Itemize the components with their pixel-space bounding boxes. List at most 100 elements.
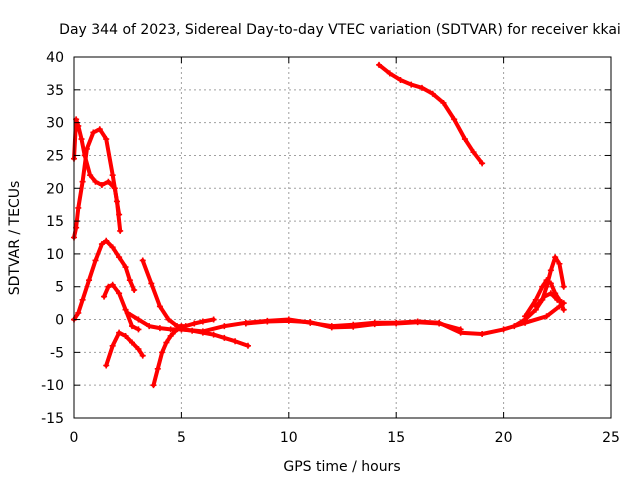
data-point	[167, 326, 174, 333]
data-point	[126, 277, 133, 284]
x-tick-label: 20	[495, 430, 513, 446]
data-point	[307, 319, 314, 326]
series-sat-i	[178, 303, 563, 337]
data-point	[397, 76, 404, 83]
y-tick-label: 20	[46, 181, 64, 197]
x-axis-label: GPS time / hours	[283, 459, 400, 475]
series-line	[151, 324, 184, 388]
data-point	[163, 339, 170, 346]
data-point	[111, 185, 118, 192]
y-tick-label: 25	[46, 148, 64, 164]
x-tick-label: 10	[280, 430, 298, 446]
data-point	[109, 172, 116, 179]
data-point	[139, 352, 146, 359]
data-point	[371, 321, 378, 328]
data-point	[109, 342, 116, 349]
data-point	[116, 211, 123, 218]
data-point	[532, 303, 539, 310]
data-point	[103, 237, 110, 244]
grid	[74, 57, 611, 418]
data-point	[135, 346, 142, 353]
data-point	[244, 342, 251, 349]
data-point	[552, 254, 559, 261]
data-point	[148, 280, 155, 287]
chart-title: Day 344 of 2023, Sidereal Day-to-day VTE…	[59, 22, 621, 38]
data-point	[457, 326, 464, 333]
data-point	[131, 287, 138, 294]
data-point	[156, 325, 163, 332]
data-point	[393, 320, 400, 327]
data-point	[451, 116, 458, 123]
data-series	[71, 61, 567, 389]
data-point	[522, 313, 529, 320]
data-point	[221, 334, 228, 341]
data-point	[191, 320, 198, 327]
data-point	[328, 324, 335, 331]
data-point	[547, 280, 554, 287]
y-tick-label: -15	[41, 411, 64, 427]
data-point	[122, 306, 129, 313]
data-point	[264, 318, 271, 325]
data-point	[408, 81, 415, 88]
data-point	[79, 296, 86, 303]
data-point	[87, 172, 94, 179]
y-tick-label: 10	[46, 247, 64, 263]
data-point	[116, 329, 123, 336]
data-point	[75, 204, 82, 211]
data-point	[159, 349, 166, 356]
y-tick-label: 5	[55, 280, 64, 296]
data-point	[154, 365, 161, 372]
data-point	[210, 316, 217, 323]
data-point	[461, 136, 468, 143]
data-point	[86, 277, 93, 284]
data-point	[232, 338, 239, 345]
data-point	[376, 61, 383, 68]
data-point	[103, 362, 110, 369]
data-point	[165, 316, 172, 323]
data-point	[556, 260, 563, 267]
y-axis-label: SDTVAR / TECUs	[7, 181, 23, 296]
data-point	[167, 332, 174, 339]
data-point	[541, 293, 548, 300]
data-point	[386, 70, 393, 77]
data-point	[436, 320, 443, 327]
data-point	[98, 241, 105, 248]
data-point	[350, 323, 357, 330]
data-point	[79, 178, 86, 185]
data-point	[479, 160, 486, 167]
data-point	[156, 303, 163, 310]
data-point	[105, 178, 112, 185]
x-tick-label: 5	[177, 430, 186, 446]
series-sat-g	[150, 323, 185, 389]
data-point	[122, 264, 129, 271]
data-point	[128, 323, 135, 330]
data-point	[105, 283, 112, 290]
data-point	[418, 84, 425, 91]
data-point	[116, 290, 123, 297]
data-point	[124, 309, 131, 316]
x-tick-label: 25	[602, 430, 620, 446]
y-tick-label: 30	[46, 116, 64, 132]
data-point	[96, 126, 103, 133]
data-point	[560, 283, 567, 290]
data-point	[543, 277, 550, 284]
data-point	[139, 257, 146, 264]
data-point	[543, 313, 550, 320]
series-line	[140, 258, 216, 329]
data-point	[560, 300, 567, 307]
data-point	[109, 281, 116, 288]
plot-frame	[73, 56, 612, 419]
y-tick-label: -5	[50, 345, 64, 361]
data-point	[92, 178, 99, 185]
data-point	[470, 149, 477, 156]
data-point	[90, 129, 97, 136]
data-point	[75, 309, 82, 316]
data-point	[178, 326, 185, 333]
data-point	[98, 181, 105, 188]
data-point	[103, 136, 110, 143]
series-sat-d	[101, 281, 142, 333]
data-point	[101, 293, 108, 300]
series-sat-c	[71, 237, 138, 323]
axis-ticks: 0 5 10 15 20 25 -15 -10 -5 0 5 10 15 20 25 30 35 40	[41, 50, 620, 446]
